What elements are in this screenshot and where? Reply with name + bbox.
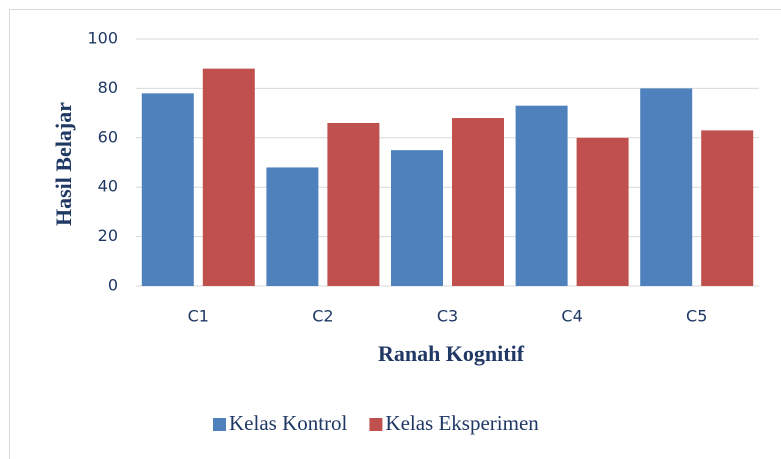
x-tick-label: C5 <box>686 307 707 326</box>
bar <box>141 93 194 286</box>
y-axis-title: Hasil Belajar <box>51 102 76 226</box>
bar <box>701 130 754 286</box>
bar <box>452 118 504 286</box>
bar <box>266 167 319 286</box>
y-tick-label: 20 <box>98 226 118 245</box>
y-tick-label: 80 <box>98 78 118 97</box>
chart-border <box>9 9 781 459</box>
legend-swatch <box>369 418 383 431</box>
x-axis-title: Ranah Kognitif <box>378 341 525 366</box>
bar <box>391 150 443 286</box>
x-tick-label: C1 <box>188 307 209 326</box>
y-tick-label: 60 <box>98 127 118 146</box>
y-tick-label: 40 <box>98 177 118 196</box>
bar <box>202 68 255 286</box>
x-tick-label: C4 <box>561 307 582 326</box>
bar <box>640 88 693 287</box>
bar <box>327 122 380 286</box>
bar <box>576 137 629 286</box>
legend-label: Kelas Kontrol <box>229 411 348 435</box>
legend-label: Kelas Eksperimen <box>385 411 539 435</box>
bar <box>515 105 568 286</box>
legend-swatch <box>213 418 226 431</box>
y-tick-label: 100 <box>87 29 118 48</box>
x-tick-label: C2 <box>312 307 333 326</box>
x-tick-label: C3 <box>437 307 458 326</box>
y-tick-label: 0 <box>108 276 118 295</box>
